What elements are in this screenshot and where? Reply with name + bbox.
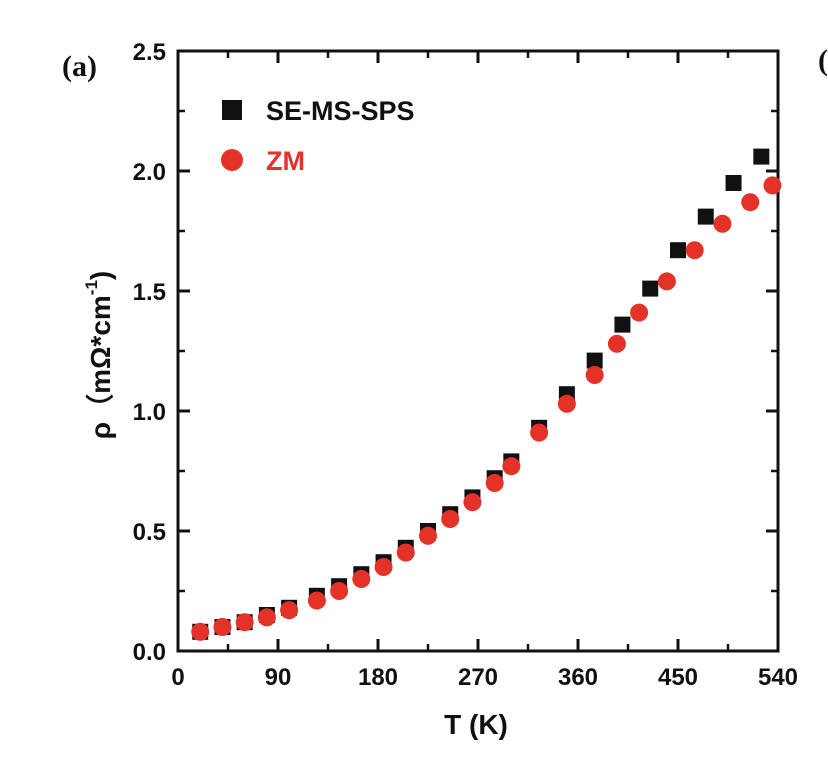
y-axis-title-superscript: -1: [82, 280, 101, 295]
data-point-circle: [463, 493, 482, 512]
data-point-square: [697, 208, 714, 225]
plot-frame: [176, 49, 780, 653]
data-point-circle: [330, 582, 349, 600]
data-point-circle: [685, 241, 704, 260]
x-tick-label: 90: [265, 664, 292, 691]
data-point-circle: [307, 591, 326, 610]
y-axis: 0.0 0.5 1.0 1.5 2.0 2.5: [133, 39, 778, 666]
data-point-circle: [557, 394, 576, 413]
legend-marker-circle: [221, 149, 243, 171]
data-point-circle: [530, 423, 549, 442]
data-point-circle: [502, 457, 521, 476]
legend-label: ZM: [266, 146, 305, 176]
data-point-circle: [585, 366, 604, 384]
data-point-circle: [213, 618, 232, 636]
x-tick-label: 0: [171, 664, 184, 691]
y-tick-label: 0.0: [133, 639, 166, 666]
plot-area: [176, 49, 780, 653]
data-point-circle: [630, 303, 649, 322]
data-point-circle: [374, 558, 393, 576]
data-point-square: [670, 242, 686, 259]
data-point-circle: [235, 613, 254, 632]
y-tick-label: 0.5: [133, 519, 166, 546]
data-point-square: [586, 352, 603, 369]
y-tick-label: 2.5: [133, 39, 166, 66]
data-point-circle: [763, 176, 782, 195]
data-point-circle: [657, 272, 676, 291]
data-point-square: [614, 316, 631, 333]
y-axis-title-close: ): [85, 271, 116, 280]
series-se-ms-sps: [192, 148, 770, 640]
svg-text:ρ（mΩ*cm-1): ρ（mΩ*cm-1): [82, 271, 116, 440]
data-point-square: [642, 280, 659, 297]
x-tick-label: 540: [758, 664, 798, 691]
legend-marker-square: [222, 100, 242, 120]
legend: SE-MS-SPS ZM: [221, 96, 415, 176]
data-point-circle: [713, 214, 732, 233]
legend-label: SE-MS-SPS: [266, 96, 415, 126]
x-axis: 0 90 180 270 360 450 540: [171, 51, 798, 691]
x-tick-label: 180: [358, 664, 398, 691]
x-tick-label: 270: [458, 664, 498, 691]
data-point-circle: [280, 601, 299, 620]
data-point-square: [753, 148, 770, 165]
adjacent-panel-fragment: (: [818, 44, 828, 77]
data-point-circle: [191, 622, 210, 641]
panel-label: (a): [62, 50, 97, 83]
data-point-circle: [352, 570, 371, 588]
x-tick-label: 450: [658, 664, 698, 691]
y-tick-label: 1.5: [133, 279, 166, 306]
series-zm: [191, 176, 782, 641]
y-tick-label: 2.0: [133, 159, 166, 186]
x-tick-label: 360: [558, 664, 598, 691]
y-axis-title-main: ρ（mΩ*cm: [84, 295, 116, 439]
data-point-circle: [607, 334, 626, 353]
data-point-circle: [257, 608, 276, 627]
y-axis-title: ρ（mΩ*cm-1): [82, 271, 116, 440]
data-point-circle: [485, 474, 504, 492]
data-point-circle: [741, 193, 760, 212]
data-point-circle: [396, 543, 415, 562]
data-series: [191, 148, 782, 641]
data-point-circle: [419, 526, 437, 545]
data-point-square: [725, 175, 742, 191]
x-axis-title: T (K): [444, 709, 508, 740]
data-point-circle: [441, 510, 460, 528]
y-tick-label: 1.0: [133, 399, 166, 426]
